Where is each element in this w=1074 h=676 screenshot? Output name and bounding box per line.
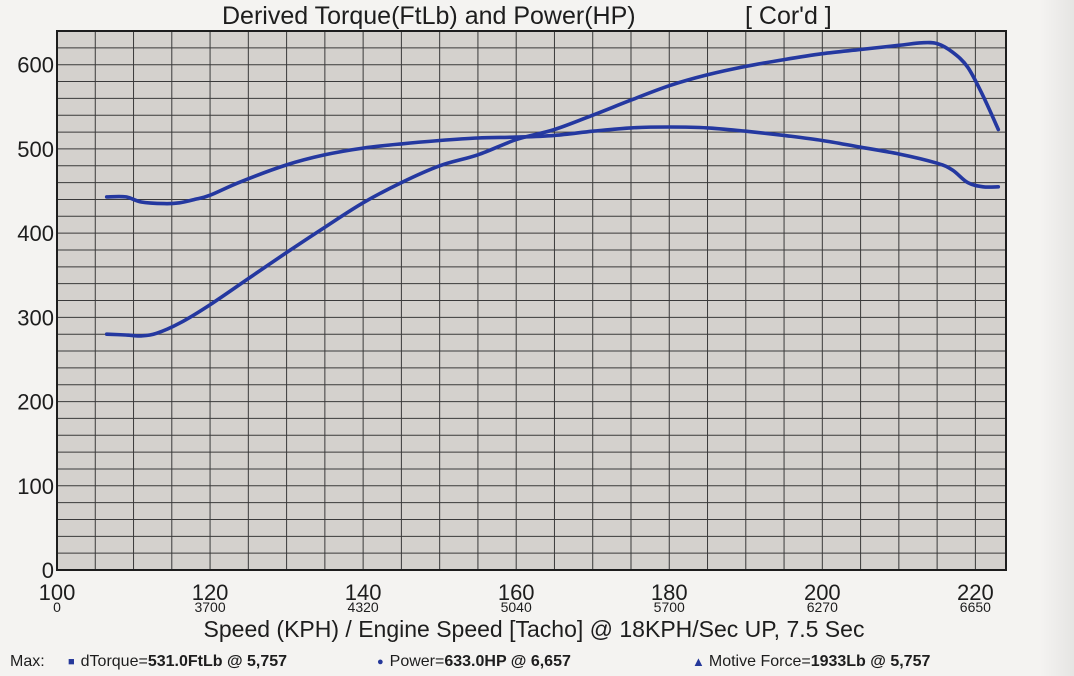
max-force-value: 1933Lb @ 5,757 [810,653,931,670]
x-tick-label: 100 [39,580,76,605]
circle-marker-icon: ● [377,656,384,668]
x-tick-sublabel: 5700 [654,599,685,615]
x-tick-sublabel: 4320 [348,599,379,615]
y-tick-label: 100 [17,474,54,499]
max-power-value: 633.0HP @ 6,657 [444,653,571,670]
x-tick-label: 220 [957,580,994,605]
x-axis-label: Speed (KPH) / Engine Speed [Tacho] @ 18K… [204,616,865,642]
y-tick-label: 0 [42,558,54,583]
y-tick-label: 200 [17,390,54,415]
x-tick-label: 120 [192,580,229,605]
max-power: ● Power=633.0HP @ 6,657 [377,648,571,676]
max-motive-force: ▲ Motive Force=1933Lb @ 5,757 [692,648,930,676]
page-edge-shadow [1040,0,1074,676]
plot-frame [56,30,1007,571]
y-axis-ticks: 0 100 200 300 400 500 600 [17,53,54,583]
max-torque: ■ dTorque=531.0FtLb @ 5,757 [68,648,287,676]
x-tick-sublabel: 0 [53,599,61,615]
series-line-1 [104,125,1001,206]
x-tick-sublabel: 6270 [807,599,838,615]
series-group [104,40,1001,338]
x-tick-label: 180 [651,580,688,605]
horizontal-gridlines [57,47,1006,554]
max-label: Max: [10,653,45,670]
x-tick-label: 140 [345,580,382,605]
chart-title-note: [ Cor'd ] [745,2,832,30]
x-tick-sublabel: 3700 [194,599,225,615]
y-tick-label: 600 [17,53,54,78]
triangle-marker-icon: ▲ [692,654,705,669]
x-tick-sublabel: 6650 [960,599,991,615]
y-tick-label: 300 [17,305,54,330]
chart-title: Derived Torque(FtLb) and Power(HP) [222,2,636,30]
x-tick-sublabel: 5040 [501,599,532,615]
x-tick-label: 200 [804,580,841,605]
max-summary-bar: Max: ■ dTorque=531.0FtLb @ 5,757 ● Power=6… [0,648,1074,676]
max-force-label: Motive Force= [708,653,811,670]
max-torque-label: dTorque= [80,653,148,670]
dyno-chart: Derived Torque(FtLb) and Power(HP) [ Cor… [17,2,1007,642]
series-line-2 [104,40,1001,338]
max-power-label: Power= [389,653,445,670]
y-tick-label: 400 [17,221,54,246]
square-marker-icon: ■ [68,656,75,668]
y-tick-label: 500 [17,137,54,162]
max-torque-value: 531.0FtLb @ 5,757 [147,653,288,670]
x-tick-label: 160 [498,580,535,605]
